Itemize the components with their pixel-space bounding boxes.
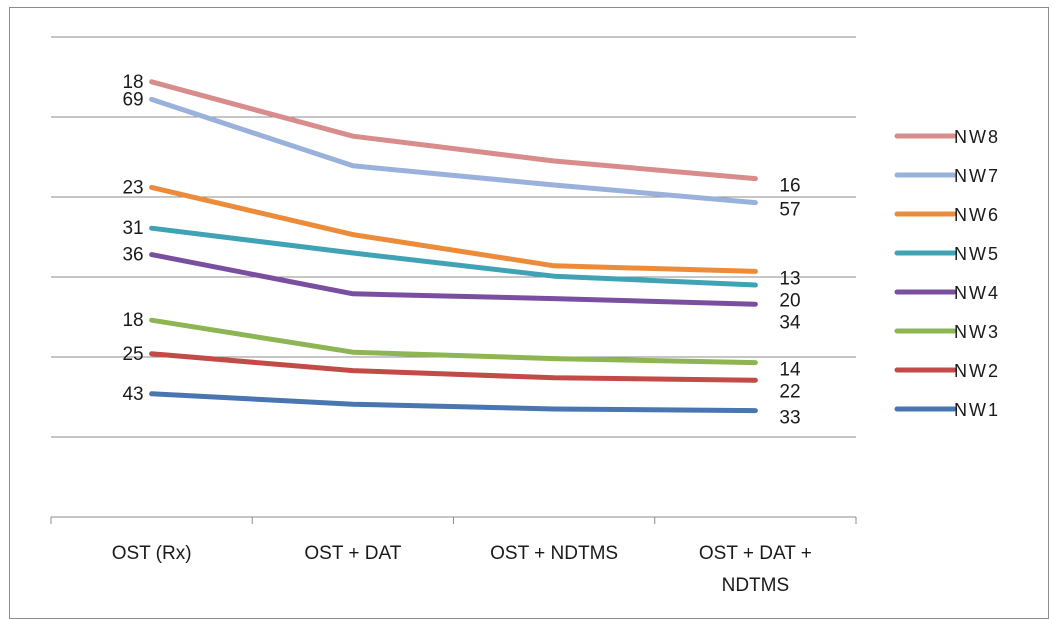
data-label-end-nw3: 14 bbox=[779, 360, 801, 381]
data-label-start-nw6: 23 bbox=[122, 177, 143, 198]
data-label-start-nw3: 18 bbox=[122, 310, 143, 331]
legend-label: NW4 bbox=[954, 283, 1000, 303]
legend-label: NW6 bbox=[954, 205, 1000, 225]
data-label-start-nw5: 31 bbox=[122, 218, 143, 239]
data-label-start-nw8: 18 bbox=[122, 72, 143, 93]
data-label-end-nw5: 20 bbox=[779, 290, 800, 311]
data-label-end-nw1: 33 bbox=[779, 408, 800, 429]
x-tick-label: OST + NDTMS bbox=[490, 543, 618, 564]
x-tick-label: OST (Rx) bbox=[112, 543, 192, 564]
series-line-nw5 bbox=[149, 225, 758, 288]
legend-item-nw7: NW7 bbox=[894, 166, 1000, 186]
data-label-end-nw6: 13 bbox=[779, 268, 800, 289]
data-label-end-nw4: 34 bbox=[779, 312, 801, 333]
data-label-end-nw7: 57 bbox=[779, 200, 800, 221]
legend-item-nw8: NW8 bbox=[894, 127, 1000, 147]
series-line-nw7 bbox=[149, 96, 758, 206]
data-label-start-nw2: 25 bbox=[122, 344, 143, 365]
legend-item-nw2: NW2 bbox=[894, 361, 1000, 381]
legend-label: NW7 bbox=[954, 166, 1000, 186]
line-chart: OST (Rx) OST + DAT OST + NDTMS OST + DAT + N… bbox=[50, 36, 1000, 596]
data-label-start-nw1: 43 bbox=[122, 384, 143, 405]
chart-frame: OST (Rx) OST + DAT OST + NDTMS OST + DAT + N… bbox=[9, 7, 1049, 619]
legend: NW8 NW7 NW6 NW5 NW4 NW3 NW2 NW1 bbox=[894, 127, 1000, 420]
series-line-nw8 bbox=[149, 79, 758, 182]
legend-label: NW1 bbox=[954, 400, 1000, 420]
x-tick-label: OST + DAT bbox=[304, 543, 401, 564]
legend-item-nw4: NW4 bbox=[894, 283, 1000, 303]
legend-item-nw1: NW1 bbox=[894, 400, 1000, 420]
series-line-nw4 bbox=[149, 252, 758, 307]
series-line-nw2 bbox=[149, 351, 758, 383]
data-label-start-nw7: 69 bbox=[122, 89, 143, 110]
series-line-nw1 bbox=[149, 391, 758, 414]
legend-label: NW3 bbox=[954, 322, 1000, 342]
legend-label: NW5 bbox=[954, 244, 1000, 264]
series-lines bbox=[149, 79, 758, 414]
legend-item-nw3: NW3 bbox=[894, 322, 1000, 342]
gridlines bbox=[51, 36, 856, 438]
data-label-start-nw4: 36 bbox=[122, 245, 143, 266]
x-axis: OST (Rx) OST + DAT OST + NDTMS OST + DAT + N… bbox=[50, 516, 857, 596]
series-line-nw3 bbox=[149, 317, 758, 366]
data-label-end-nw8: 16 bbox=[779, 176, 800, 197]
x-tick-label: OST + DAT + NDTMS bbox=[699, 543, 812, 596]
series-line-nw6 bbox=[149, 184, 758, 274]
legend-item-nw6: NW6 bbox=[894, 205, 1000, 225]
legend-item-nw5: NW5 bbox=[894, 244, 1000, 264]
legend-label: NW8 bbox=[954, 127, 1000, 147]
legend-label: NW2 bbox=[954, 361, 1000, 381]
data-label-end-nw2: 22 bbox=[779, 382, 800, 403]
